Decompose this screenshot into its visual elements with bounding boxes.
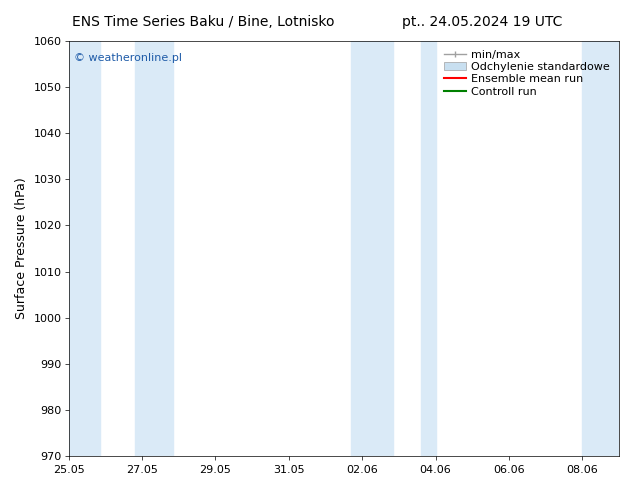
Bar: [582, 41, 619, 456]
Legend: min/max, Odchylenie standardowe, Ensemble mean run, Controll run: min/max, Odchylenie standardowe, Ensembl…: [440, 47, 614, 100]
Text: © weatheronline.pl: © weatheronline.pl: [74, 53, 182, 64]
Text: pt.. 24.05.2024 19 UTC: pt.. 24.05.2024 19 UTC: [402, 15, 562, 29]
Y-axis label: Surface Pressure (hPa): Surface Pressure (hPa): [15, 178, 28, 319]
Bar: [68, 41, 100, 456]
Text: ENS Time Series Baku / Bine, Lotnisko: ENS Time Series Baku / Bine, Lotnisko: [72, 15, 334, 29]
Bar: [351, 41, 393, 456]
Bar: [134, 41, 173, 456]
Bar: [421, 41, 436, 456]
